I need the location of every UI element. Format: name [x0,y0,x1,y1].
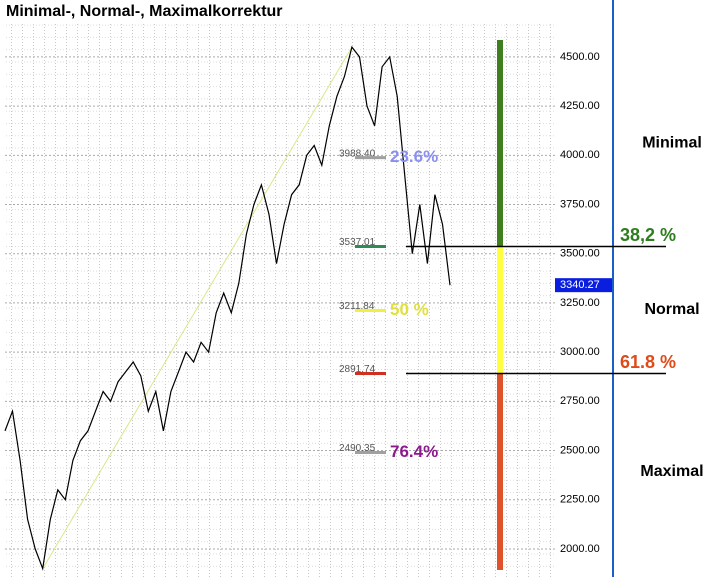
level-value-label: 3211.84 [339,301,375,312]
zone-bar [497,246,503,374]
y-tick-label: 2750.00 [560,395,600,407]
level-percent: 76.4% [390,442,438,461]
level-value-label: 3988.40 [339,148,376,159]
level-percent: 38,2 % [620,225,676,245]
y-tick-label: 2250.00 [560,494,600,506]
zone-label: Minimal [642,134,702,151]
y-tick-label: 4500.00 [560,51,600,63]
y-tick-label: 3250.00 [560,297,600,309]
zone-label: Normal [644,301,699,318]
y-tick-label: 4000.00 [560,149,600,161]
y-tick-label: 3500.00 [560,248,600,260]
level-value-label: 2891.74 [339,364,376,375]
zone-bar [497,40,503,247]
y-tick-label: 3750.00 [560,198,600,210]
chart-title: Minimal-, Normal-, Maximalkorrektur [6,3,283,20]
zone-bar [497,373,503,570]
grid-pattern [5,22,555,577]
level-percent: 23.6% [390,147,438,166]
zone-label: Maximal [640,463,703,480]
level-value-label: 3537.01 [339,237,376,248]
y-tick-label: 4250.00 [560,100,600,112]
level-percent: 61.8 % [620,352,676,372]
price-line [4,45,451,571]
last-price-box [555,278,612,293]
level-percent: 50 % [390,300,429,319]
y-tick-label: 3000.00 [560,346,600,358]
trend-line [42,46,353,569]
level-value-label: 2490.35 [339,443,376,454]
y-tick-label: 2500.00 [560,444,600,456]
last-price-label: 3340.27 [560,279,600,291]
y-tick-label: 2000.00 [560,543,600,555]
